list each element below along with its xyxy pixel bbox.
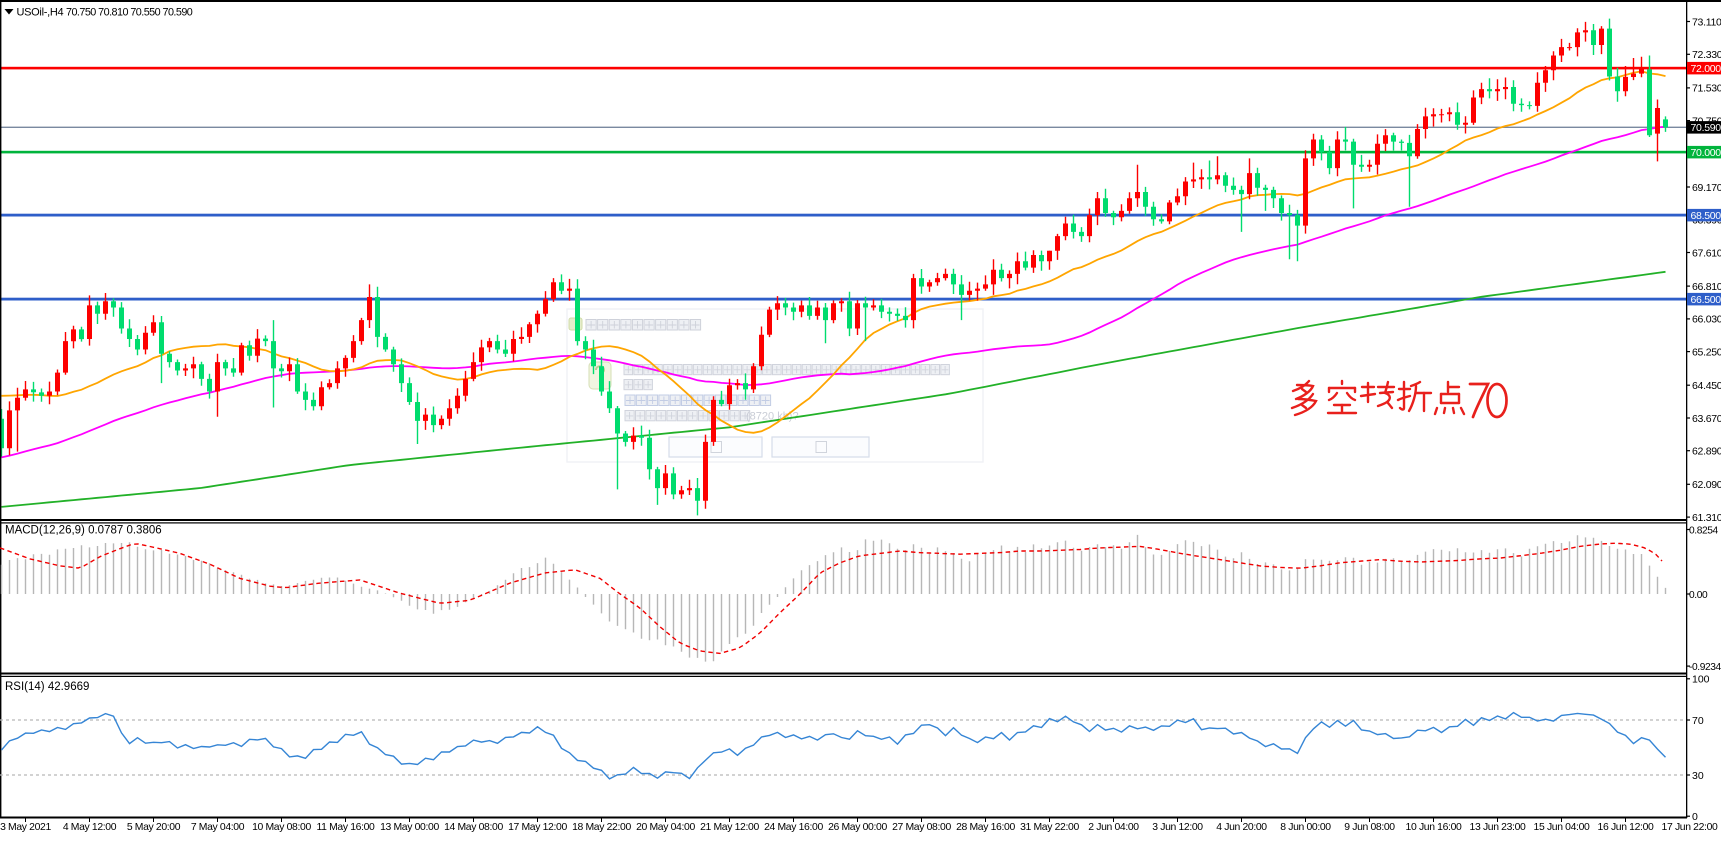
svg-text:66.030: 66.030 [1692,314,1721,326]
svg-text:24 May 16:00: 24 May 16:00 [764,822,823,833]
svg-text:USOil-,H4: USOil-,H4 [17,7,64,19]
svg-text:8 Jun 00:00: 8 Jun 00:00 [1280,822,1331,833]
svg-text:62.890: 62.890 [1692,446,1721,458]
svg-text:13 Jun 23:00: 13 Jun 23:00 [1470,822,1526,833]
svg-text:68.500: 68.500 [1691,210,1721,222]
svg-text:15 Jun 04:00: 15 Jun 04:00 [1534,822,1590,833]
svg-text:17 May 12:00: 17 May 12:00 [508,822,567,833]
svg-text:62.090: 62.090 [1692,479,1721,491]
svg-text:4 Jun 20:00: 4 Jun 20:00 [1216,822,1267,833]
svg-text:0.00: 0.00 [1689,590,1708,601]
svg-text:11 May 16:00: 11 May 16:00 [317,822,376,833]
svg-text:66.500: 66.500 [1691,294,1721,306]
svg-text:66.810: 66.810 [1692,281,1721,293]
svg-text:21 May 12:00: 21 May 12:00 [700,822,759,833]
svg-text:-0.9234: -0.9234 [1689,662,1721,673]
svg-text:70.750 70.810 70.550 70.590: 70.750 70.810 70.550 70.590 [66,7,193,19]
svg-text:MACD(12,26,9) 0.0787 0.3806: MACD(12,26,9) 0.0787 0.3806 [5,525,162,537]
svg-text:100: 100 [1692,674,1710,686]
svg-text:10 Jun 16:00: 10 Jun 16:00 [1406,822,1462,833]
svg-text:69.170: 69.170 [1692,182,1721,194]
svg-text:61.310: 61.310 [1692,512,1721,524]
svg-text:28 May 16:00: 28 May 16:00 [956,822,1015,833]
svg-text:16 Jun 12:00: 16 Jun 12:00 [1598,822,1654,833]
svg-text:70: 70 [1692,715,1704,727]
svg-text:71.530: 71.530 [1692,83,1721,95]
svg-text:73.110: 73.110 [1692,16,1721,28]
svg-text:72.330: 72.330 [1692,49,1721,61]
svg-text:70.000: 70.000 [1691,147,1721,159]
svg-text:0.8254: 0.8254 [1689,525,1718,536]
svg-text:10 May 08:00: 10 May 08:00 [252,822,311,833]
svg-text:2 Jun 04:00: 2 Jun 04:00 [1088,822,1139,833]
svg-text:65.250: 65.250 [1692,346,1721,358]
svg-text:67.610: 67.610 [1692,247,1721,259]
svg-text:3 Jun 12:00: 3 Jun 12:00 [1152,822,1203,833]
svg-text:63.670: 63.670 [1692,413,1721,425]
svg-text:27 May 08:00: 27 May 08:00 [892,822,951,833]
svg-text:13 May 00:00: 13 May 00:00 [380,822,439,833]
svg-text:3 May 2021: 3 May 2021 [0,822,51,833]
svg-text:9 Jun 08:00: 9 Jun 08:00 [1344,822,1395,833]
svg-text:17 Jun 22:00: 17 Jun 22:00 [1662,822,1718,833]
svg-text:5 May 20:00: 5 May 20:00 [127,822,181,833]
svg-text:72.000: 72.000 [1691,63,1721,75]
svg-text:26 May 00:00: 26 May 00:00 [828,822,887,833]
svg-text:31 May 22:00: 31 May 22:00 [1020,822,1079,833]
svg-text:7 May 04:00: 7 May 04:00 [191,822,245,833]
svg-text:64.450: 64.450 [1692,380,1721,392]
svg-text:4 May 12:00: 4 May 12:00 [63,822,117,833]
svg-text:70.590: 70.590 [1691,122,1721,134]
svg-text:RSI(14) 42.9669: RSI(14) 42.9669 [5,681,89,693]
svg-text:30: 30 [1692,770,1704,782]
svg-text:18 May 22:00: 18 May 22:00 [572,822,631,833]
svg-text:14 May 08:00: 14 May 08:00 [444,822,503,833]
svg-text:20 May 04:00: 20 May 04:00 [636,822,695,833]
